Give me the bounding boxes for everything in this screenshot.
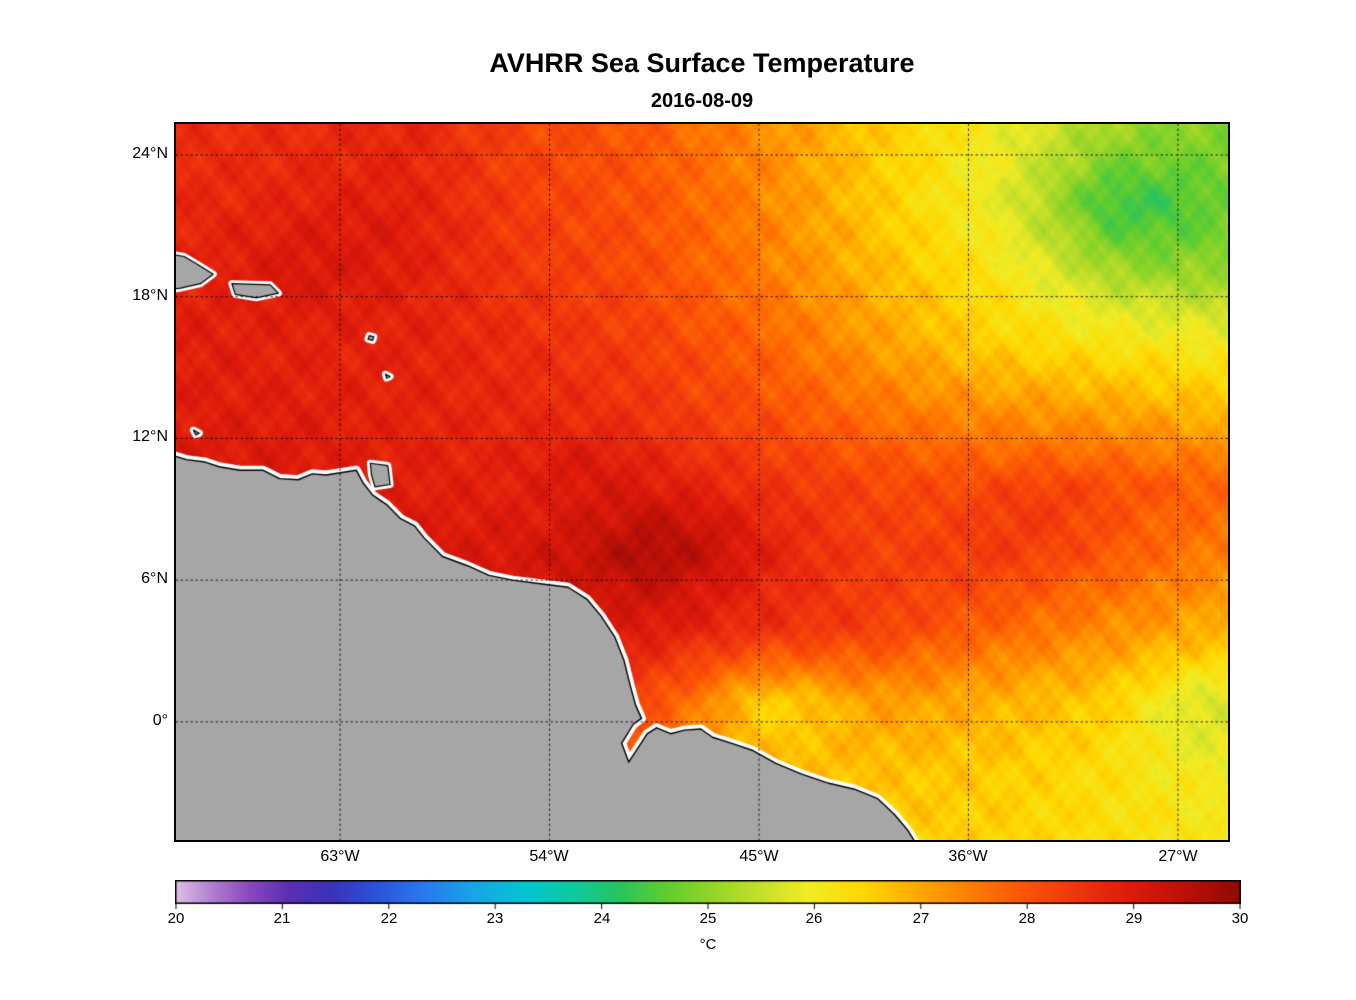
colorbar-tick-label: 28 <box>1018 910 1036 927</box>
colorbar-unit-label: °C <box>699 936 717 953</box>
colorbar-tick-label: 23 <box>486 910 504 927</box>
chart-subtitle: 2016-08-09 <box>650 90 754 112</box>
map-frame <box>174 122 1230 842</box>
colorbar-tick-label: 26 <box>805 910 823 927</box>
y-tick-label: 18°N <box>132 287 168 304</box>
colorbar-tick-label: 24 <box>593 910 611 927</box>
y-tick-label: 0° <box>152 712 168 729</box>
x-tick-label: 45°W <box>739 848 779 865</box>
x-tick-label: 27°W <box>1158 848 1198 865</box>
colorbar-tick-label: 30 <box>1231 910 1249 927</box>
y-tick-label: 24°N <box>132 145 168 162</box>
y-tick-label: 6°N <box>141 570 168 587</box>
chart-title: AVHRR Sea Surface Temperature <box>489 48 915 78</box>
colorbar-tick-label: 22 <box>380 910 398 927</box>
colorbar-tick-label: 25 <box>699 910 717 927</box>
x-tick-label: 63°W <box>320 848 360 865</box>
x-tick-label: 54°W <box>529 848 569 865</box>
sst-map-canvas <box>176 124 1228 840</box>
colorbar-canvas <box>175 880 1241 912</box>
y-tick-label: 12°N <box>132 428 168 445</box>
x-tick-label: 36°W <box>948 848 988 865</box>
colorbar-tick-label: 20 <box>167 910 185 927</box>
colorbar-tick-label: 29 <box>1125 910 1143 927</box>
colorbar-tick-label: 27 <box>912 910 930 927</box>
colorbar-tick-label: 21 <box>273 910 291 927</box>
